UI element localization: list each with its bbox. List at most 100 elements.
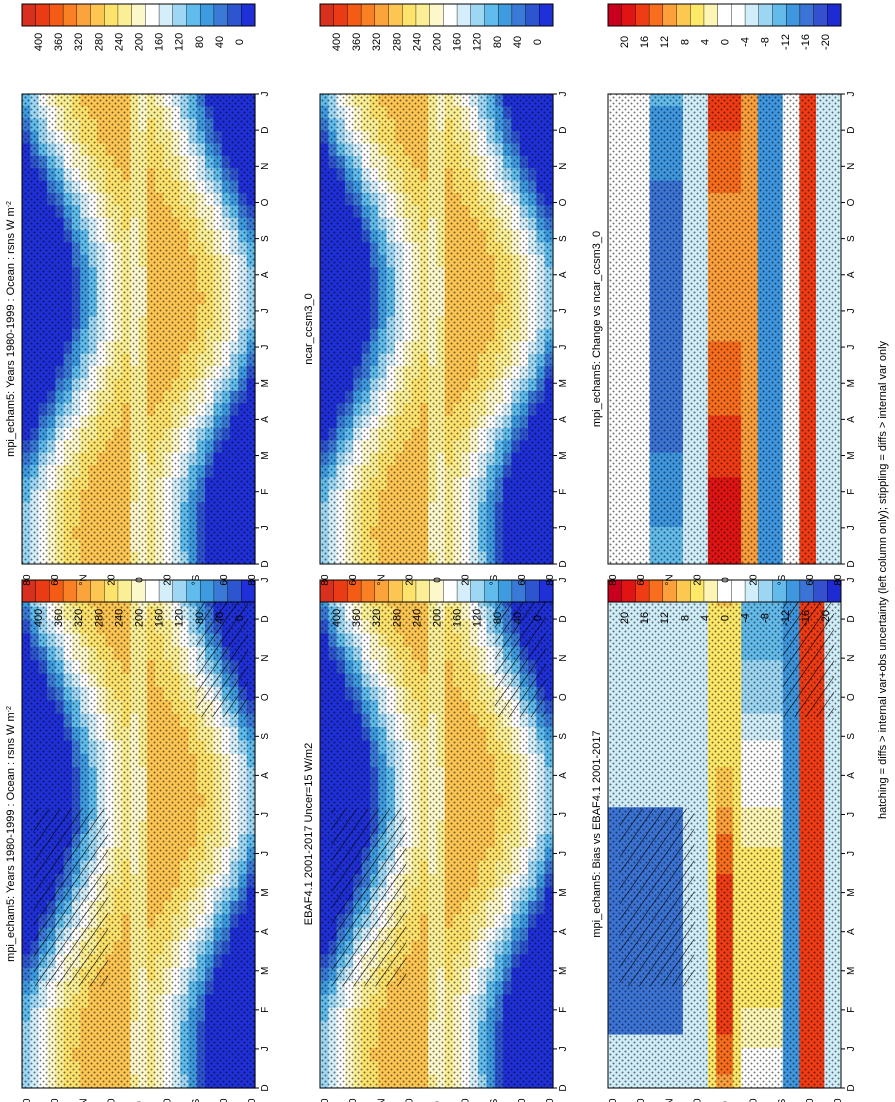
- colorbar-swatch: [117, 3, 133, 27]
- colorbar-label: 80: [492, 612, 504, 624]
- colorbar-label: 40: [214, 612, 226, 624]
- colorbar-label: 360: [351, 33, 363, 51]
- colorbar-swatch: [360, 579, 376, 603]
- month-tick-label: J: [260, 1046, 271, 1051]
- lat-tick-label: °S: [191, 1098, 202, 1102]
- month-tick-label: F: [558, 1007, 569, 1013]
- month-tick-label: D: [558, 615, 569, 622]
- colorbar-label: 240: [113, 609, 125, 627]
- colorbar-label: 400: [331, 609, 343, 627]
- lat-tick-label: 80: [545, 574, 556, 586]
- lat-tick-label: 60: [348, 574, 359, 586]
- lat-tick-label: 20: [404, 574, 415, 586]
- lat-tick-label: 80: [247, 1098, 258, 1102]
- colorbar-swatch: [470, 3, 485, 27]
- hatching-overlay: [33, 808, 109, 987]
- month-tick-label: A: [558, 928, 569, 935]
- lat-tick-label: 60: [219, 574, 230, 586]
- colorbar-label: 240: [411, 609, 423, 627]
- colorbar-swatch: [456, 3, 472, 27]
- colorbar-swatch: [443, 3, 458, 27]
- colorbar-swatch: [497, 3, 513, 27]
- colorbar-swatch: [117, 579, 133, 603]
- lat-tick-label: 20: [163, 574, 174, 586]
- lat-tick-label: 60: [348, 1098, 359, 1102]
- month-tick-label: D: [260, 1084, 271, 1091]
- colorbar-swatch: [145, 3, 160, 27]
- month-tick-label: D: [260, 615, 271, 622]
- month-tick-label: A: [260, 772, 271, 779]
- lat-tick-label: 60: [517, 1098, 528, 1102]
- month-tick-label: O: [558, 198, 569, 206]
- month-tick-label: F: [558, 489, 569, 495]
- colorbar-swatch: [90, 579, 105, 603]
- colorbar-swatch: [388, 3, 403, 27]
- lat-tick-label: 20: [106, 1098, 117, 1102]
- colorbar-swatch: [484, 3, 499, 27]
- panel-title: mpi_echam5: Years 1980-1999 : Ocean : rs…: [5, 706, 17, 962]
- month-tick-label: F: [260, 1007, 271, 1013]
- colorbar-swatch: [347, 3, 362, 27]
- colorbar-label: 0: [234, 615, 246, 621]
- lat-tick-label: 60: [517, 574, 528, 586]
- lat-tick-label: 0: [135, 577, 146, 583]
- colorbar-label: 40: [512, 36, 524, 48]
- lat-tick-label: °S: [489, 1098, 500, 1102]
- colorbar-label: 360: [53, 33, 65, 51]
- stippling-overlay: [22, 94, 255, 564]
- colorbar-swatch: [172, 3, 187, 27]
- month-tick-label: A: [260, 416, 271, 423]
- colorbar-swatch: [443, 579, 458, 603]
- month-tick-label: M: [558, 379, 569, 387]
- lat-tick-label: °S: [489, 574, 500, 585]
- colorbar-label: 280: [93, 609, 105, 627]
- month-tick-label: J: [260, 525, 271, 530]
- title-superscript: -2: [6, 201, 13, 207]
- panel-4: 80 60 °N 20 0 20 °S 60 80DJFMAMJJASONDJncar_ccsm…: [303, 3, 569, 586]
- plot-frame: [319, 93, 554, 565]
- month-tick-label: N: [558, 655, 569, 662]
- lat-tick-label: 80: [320, 1098, 331, 1102]
- lat-tick-label: °S: [191, 574, 202, 585]
- colorbar-frame: [319, 3, 554, 27]
- colorbar-swatch: [227, 3, 242, 27]
- month-tick-label: J: [558, 851, 569, 856]
- lat-tick-label: 60: [50, 1098, 61, 1102]
- month-tick-label: O: [260, 198, 271, 206]
- colorbar-swatch: [131, 3, 146, 27]
- colorbar-swatch: [415, 3, 431, 27]
- colorbar-label: 320: [73, 609, 85, 627]
- lat-tick-label: 80: [320, 574, 331, 586]
- month-tick-label: J: [558, 308, 569, 313]
- month-tick-label: J: [558, 92, 569, 97]
- colorbar-label: 0: [532, 39, 544, 45]
- colorbar-swatch: [199, 3, 215, 27]
- month-tick-label: M: [260, 967, 271, 975]
- month-tick-label: S: [260, 733, 271, 740]
- month-tick-label: M: [558, 967, 569, 975]
- panel-2: 80 60 °N 20 0 20 °S 60 80DJFMAMJJASONDJmpi_echam…: [5, 3, 271, 586]
- lat-tick-label: 80: [22, 1098, 33, 1102]
- colorbar-label: 80: [194, 612, 206, 624]
- colorbar-label: 0: [532, 615, 544, 621]
- month-tick-label: D: [558, 1084, 569, 1091]
- month-tick-label: A: [558, 271, 569, 278]
- colorbar-frame: [319, 579, 554, 603]
- colorbar-swatch: [90, 3, 105, 27]
- lat-tick-label: 80: [545, 1098, 556, 1102]
- panel-5: 8060°N20020°S6080DJFMAMJJASONDJmpi_echam…: [591, 578, 857, 1102]
- colorbar-label: 160: [452, 609, 464, 627]
- colorbar-label: 280: [93, 33, 105, 51]
- colorbar-label: 400: [33, 609, 45, 627]
- month-tick-label: J: [558, 1046, 569, 1051]
- colorbar-label: 320: [371, 609, 383, 627]
- colorbar-label: 400: [33, 33, 45, 51]
- month-tick-label: A: [558, 772, 569, 779]
- colorbar-label: 200: [432, 33, 444, 51]
- title-superscript: -2: [6, 706, 13, 712]
- month-tick-label: D: [260, 560, 271, 567]
- month-tick-label: S: [260, 235, 271, 242]
- hatching-overlay: [331, 808, 407, 987]
- colorbar-swatch: [186, 3, 201, 27]
- lat-tick-label: °N: [376, 1098, 387, 1102]
